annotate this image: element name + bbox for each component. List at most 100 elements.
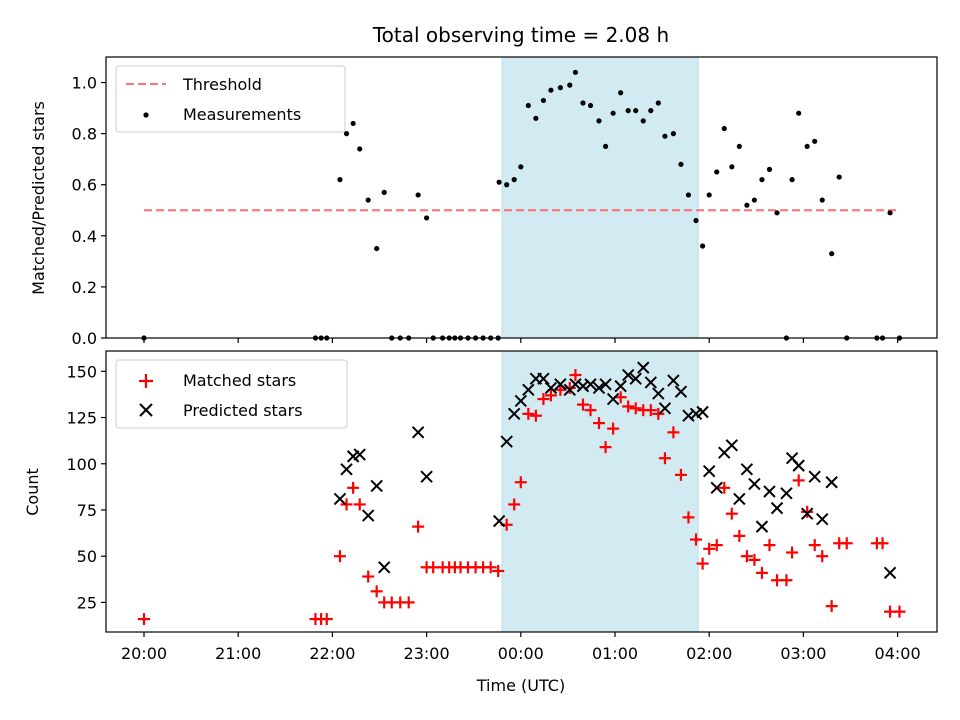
x-axis-label: Time (UTC) xyxy=(476,676,565,695)
matched-star-point xyxy=(733,529,746,542)
measurement-point xyxy=(662,133,668,139)
matched-star-point xyxy=(629,402,642,415)
predicted-star-point xyxy=(599,378,612,391)
bottom-y-ticks: 25 50 75 100 125 150 xyxy=(66,362,106,612)
measurement-point xyxy=(424,215,430,221)
predicted-star-point xyxy=(420,470,433,483)
predicted-star-point xyxy=(592,381,606,395)
predicted-star-point xyxy=(770,501,784,515)
matched-star-point xyxy=(786,546,799,559)
matched-star-point xyxy=(674,468,687,481)
x-tick-label: 23:00 xyxy=(404,644,450,663)
measurement-point xyxy=(836,174,842,180)
top-legend: Threshold Measurements xyxy=(115,65,346,133)
predicted-star-point xyxy=(514,394,528,408)
matched-star-point xyxy=(362,570,375,583)
matched-star-point xyxy=(592,417,605,430)
matched-star-point xyxy=(622,400,635,413)
bottom-y-tick-label: 125 xyxy=(66,409,97,428)
top-panel: Total observing time = 2.08 h 0.00.20.40… xyxy=(29,23,938,348)
measurement-point xyxy=(602,143,609,150)
matched-star-point xyxy=(682,511,695,524)
predicted-star-point xyxy=(569,378,582,391)
measurement-point xyxy=(829,251,835,257)
measurement-points xyxy=(141,69,903,341)
matched-star-point xyxy=(320,613,333,626)
bottom-legend: Matched stars Predicted stars xyxy=(115,359,348,429)
matched-star-point xyxy=(607,422,620,435)
measurement-point xyxy=(887,210,893,216)
matched-star-point xyxy=(569,369,582,382)
matched-star-point xyxy=(402,596,415,609)
predicted-star-point xyxy=(554,378,567,391)
top-shaded-region xyxy=(501,56,699,339)
measurement-point xyxy=(580,100,586,106)
bottom-y-axis-label: Count xyxy=(23,468,42,516)
matched-star-point xyxy=(508,498,521,511)
measurement-point xyxy=(796,110,802,116)
predicted-star-point xyxy=(658,402,672,415)
predicted-star-point xyxy=(652,387,665,400)
measurement-point xyxy=(685,192,692,198)
predicted-star-point xyxy=(674,385,688,398)
matched-star-point xyxy=(748,553,761,566)
measurement-point xyxy=(633,108,639,114)
measurement-point xyxy=(655,100,661,106)
matched-star-point xyxy=(370,585,383,598)
predicted-star-point xyxy=(755,520,769,533)
bottom-shaded-region xyxy=(501,350,699,633)
matched-star-point xyxy=(554,383,567,396)
predicted-star-point xyxy=(378,561,391,574)
predicted-star-point xyxy=(606,392,620,406)
predicted-star-point xyxy=(792,459,805,472)
measurement-point xyxy=(766,166,773,172)
bottom-y-tick-label: 50 xyxy=(77,547,97,566)
matched-star-point xyxy=(710,539,723,552)
measurement-point xyxy=(533,115,539,121)
measurement-point xyxy=(540,97,547,104)
predicted-star-point xyxy=(780,487,793,500)
measurement-point xyxy=(618,90,624,96)
x-tick-label: 20:00 xyxy=(121,644,167,663)
measurement-point xyxy=(789,177,795,183)
matched-star-point xyxy=(876,537,889,550)
matched-star-point xyxy=(718,481,731,494)
matched-star-point xyxy=(563,381,576,394)
top-y-tick-label: 0.8 xyxy=(72,125,97,144)
matched-star-point xyxy=(514,476,527,489)
legend-matched-label: Matched stars xyxy=(183,371,296,390)
measurement-point xyxy=(572,69,579,75)
predicted-star-point xyxy=(621,368,635,382)
bottom-y-tick-label: 75 xyxy=(77,501,97,520)
measurement-point xyxy=(374,245,380,252)
bottom-panel: 25 50 75 100 125 150 20:00 21:00 22:00 23:00 00:0… xyxy=(23,350,938,695)
matched-star-point xyxy=(780,574,793,587)
measurement-point xyxy=(343,131,350,137)
matched-star-point xyxy=(340,498,353,511)
measurement-point xyxy=(557,85,563,91)
x-tick-label: 00:00 xyxy=(498,644,544,663)
predicted-star-point xyxy=(333,492,347,506)
measurement-point xyxy=(625,108,631,114)
predicted-star-point xyxy=(614,379,627,393)
measurement-point xyxy=(729,164,735,170)
matched-star-point xyxy=(614,391,627,404)
legend-measurements-swatch xyxy=(143,112,149,118)
predicted-star-point xyxy=(808,470,821,483)
top-y-tick-label: 1.0 xyxy=(72,74,97,93)
predicted-star-point xyxy=(740,463,754,476)
top-y-tick-label: 0.6 xyxy=(72,176,97,195)
predicted-star-point xyxy=(361,509,375,522)
bottom-legend-box xyxy=(115,359,348,429)
predicted-star-point xyxy=(710,481,723,495)
matched-star-point xyxy=(816,550,829,563)
x-tick-label: 01:00 xyxy=(592,644,638,663)
measurement-point xyxy=(596,118,602,124)
predicted-star-point xyxy=(507,407,521,421)
measurement-point xyxy=(721,125,727,132)
x-tick-label: 21:00 xyxy=(215,644,261,663)
matched-star-point xyxy=(667,426,680,439)
top-legend-box xyxy=(115,65,346,133)
measurement-point xyxy=(700,243,706,249)
chart-title: Total observing time = 2.08 h xyxy=(372,23,669,47)
